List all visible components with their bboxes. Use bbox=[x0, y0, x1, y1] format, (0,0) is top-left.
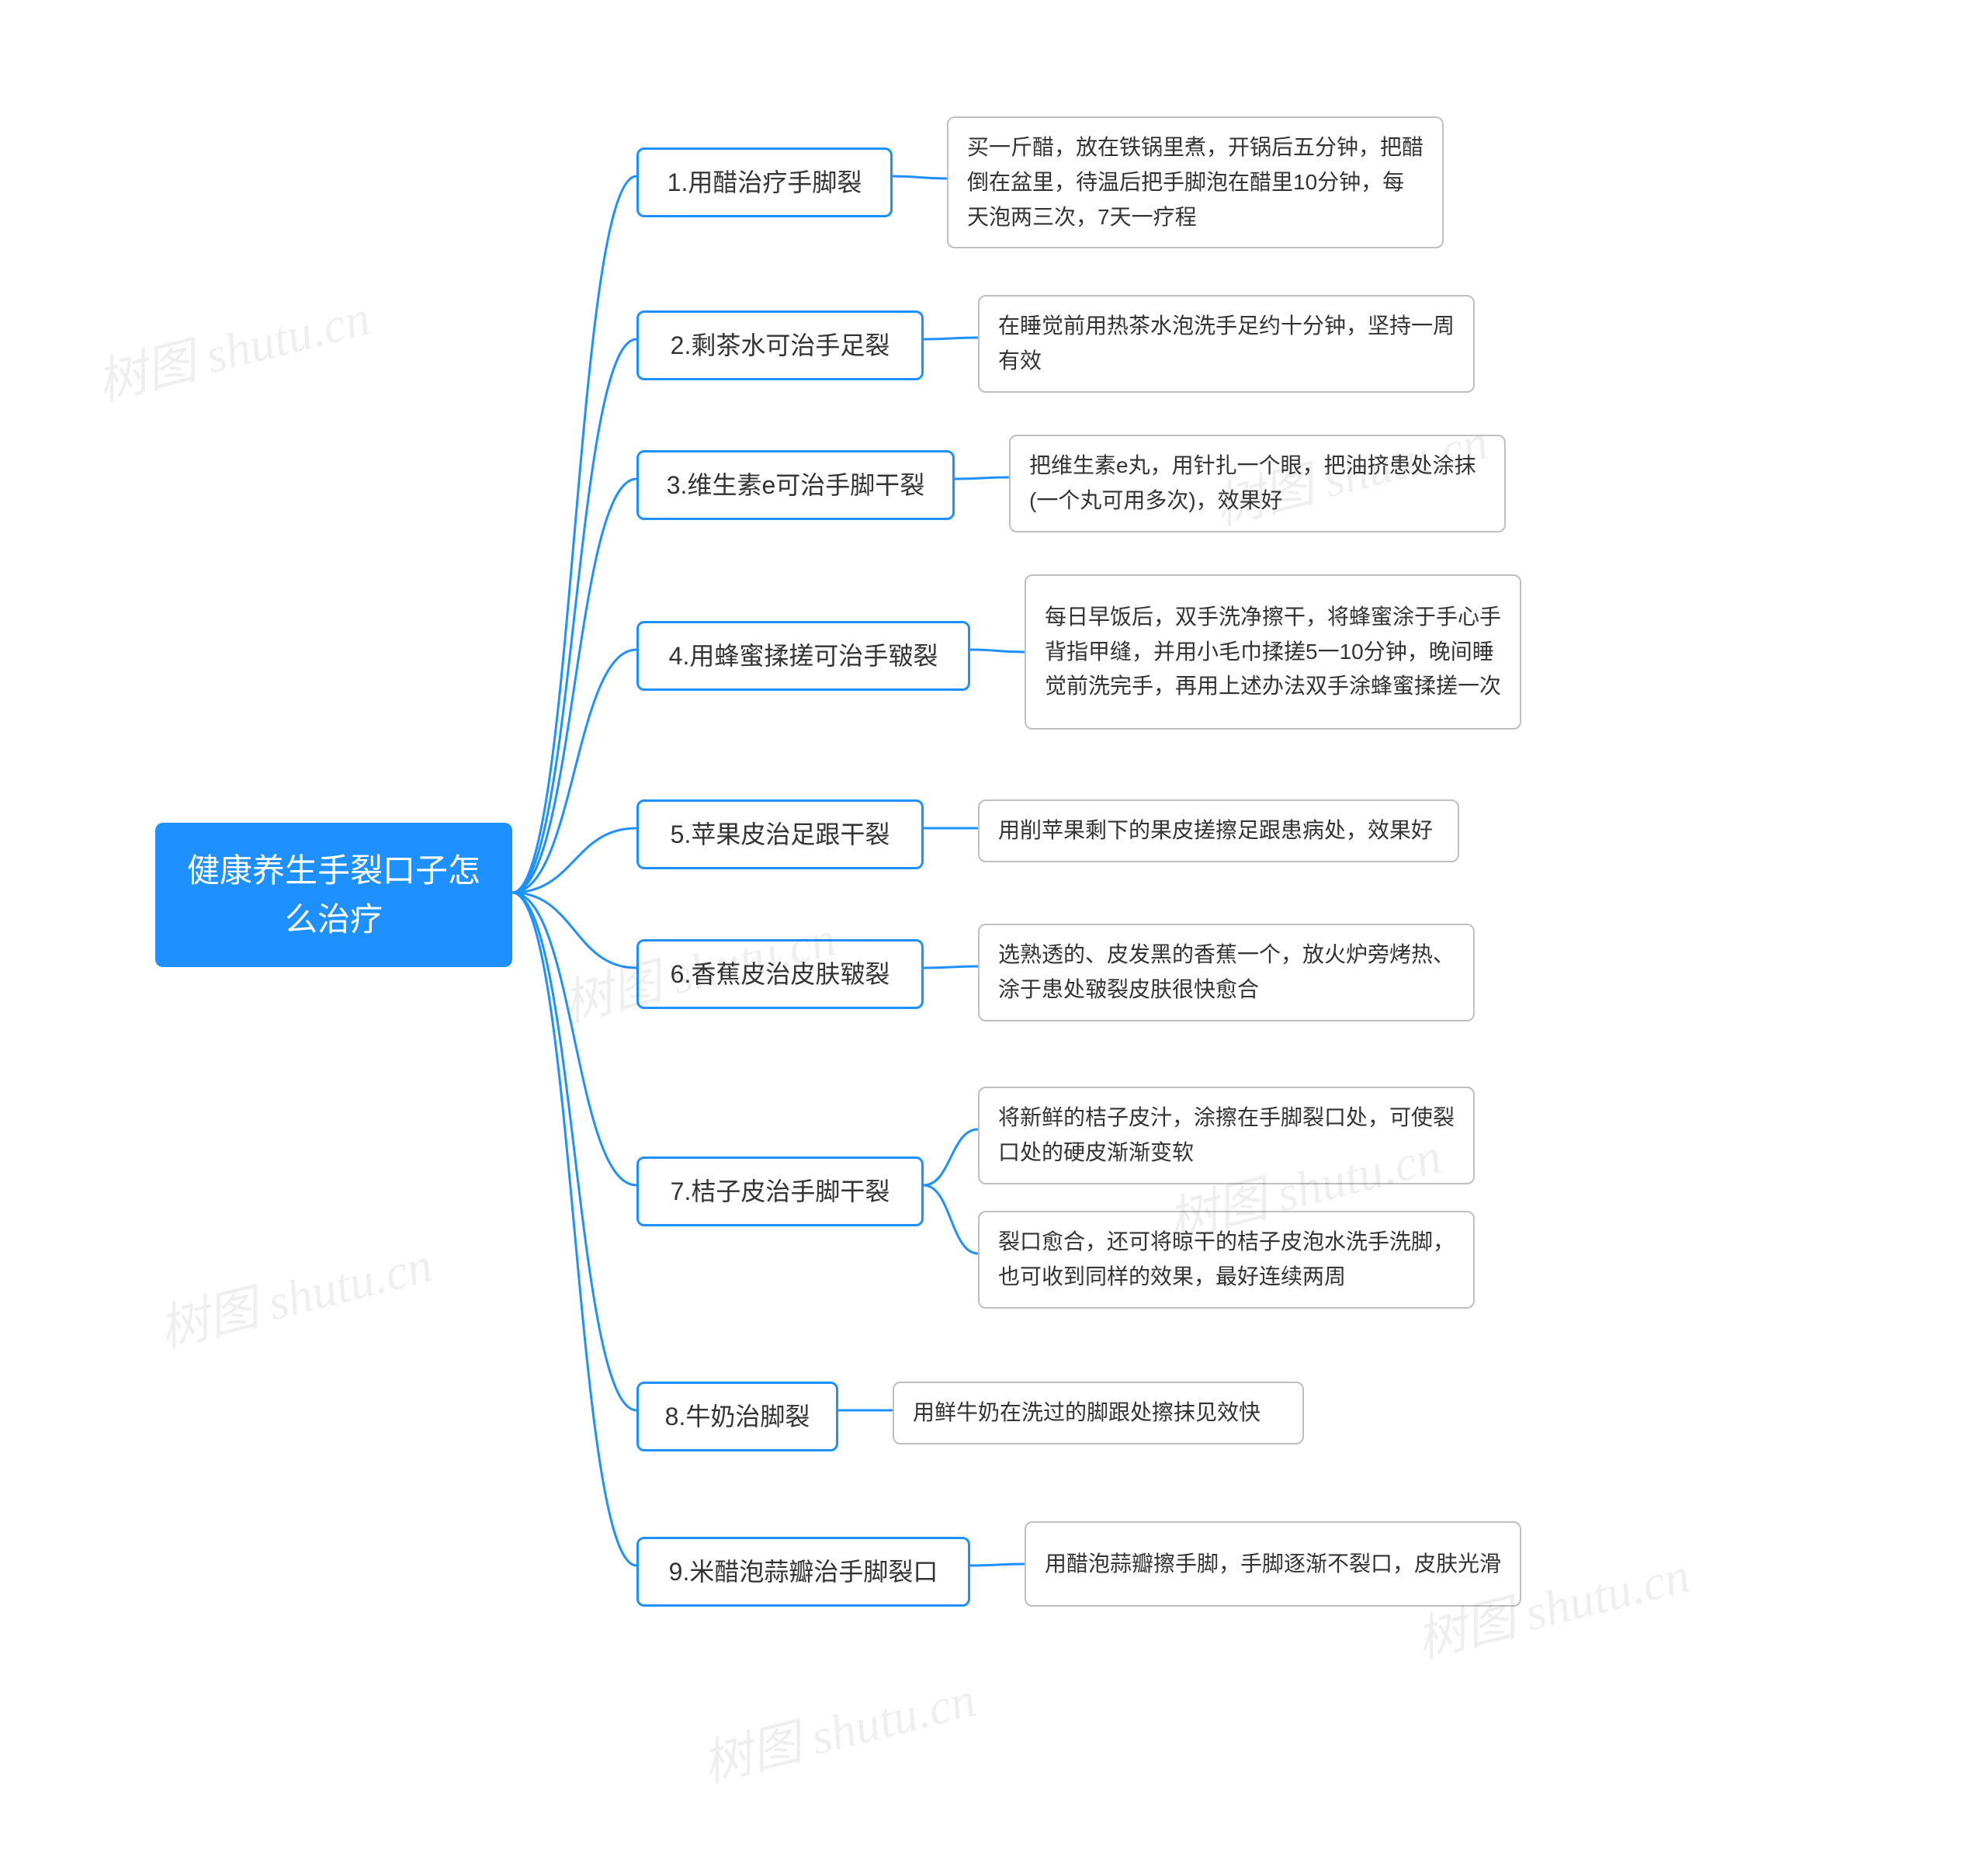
branch-2[interactable]: 2.剩茶水可治手足裂 bbox=[636, 310, 924, 380]
branch-6-label: 6.香蕉皮治皮肤皲裂 bbox=[671, 955, 890, 993]
branch-3[interactable]: 3.维生素e可治手脚干裂 bbox=[636, 450, 955, 520]
branch-1-label: 1.用醋治疗手脚裂 bbox=[668, 164, 862, 201]
branch-3-label: 3.维生素e可治手脚干裂 bbox=[667, 466, 925, 504]
leaf-5-1-label: 用削苹果剩下的果皮搓擦足跟患病处，效果好 bbox=[998, 813, 1433, 848]
leaf-2-1-label: 在睡觉前用热茶水泡洗手足约十分钟，坚持一周有效 bbox=[998, 309, 1455, 379]
watermark-text: 树图 shutu.cn bbox=[154, 1236, 438, 1358]
branch-8-label: 8.牛奶治脚裂 bbox=[665, 1398, 810, 1435]
branch-9[interactable]: 9.米醋泡蒜瓣治手脚裂口 bbox=[636, 1537, 970, 1607]
watermark-text: 树图 shutu.cn bbox=[92, 290, 376, 411]
branch-5[interactable]: 5.苹果皮治足跟干裂 bbox=[636, 799, 924, 869]
root-node-label: 健康养生手裂口子怎么治疗 bbox=[186, 846, 481, 944]
branch-1[interactable]: 1.用醋治疗手脚裂 bbox=[636, 147, 893, 217]
branch-4-label: 4.用蜂蜜揉搓可治手皲裂 bbox=[669, 637, 938, 674]
leaf-4-1[interactable]: 每日早饭后，双手洗净擦干，将蜂蜜涂于手心手背指甲缝，并用小毛巾揉搓5一10分钟，… bbox=[1025, 574, 1521, 730]
leaf-6-1-label: 选熟透的、皮发黑的香蕉一个，放火炉旁烤热、涂于患处皲裂皮肤很快愈合 bbox=[998, 938, 1455, 1007]
leaf-5-1[interactable]: 用削苹果剩下的果皮搓擦足跟患病处，效果好 bbox=[978, 799, 1459, 862]
leaf-8-1-label: 用鲜牛奶在洗过的脚跟处擦抹见效快 bbox=[913, 1396, 1261, 1430]
watermark: 树图 shutu.cn bbox=[694, 1659, 982, 1796]
watermark-text: 树图 shutu.cn bbox=[697, 1671, 981, 1792]
leaf-1-1[interactable]: 买一斤醋，放在铁锅里煮，开锅后五分钟，把醋倒在盆里，待温后把手脚泡在醋里10分钟… bbox=[947, 116, 1444, 248]
leaf-7-1[interactable]: 将新鲜的桔子皮汁，涂擦在手脚裂口处，可使裂口处的硬皮渐渐变软 bbox=[978, 1087, 1475, 1184]
leaf-7-2-label: 裂口愈合，还可将晾干的桔子皮泡水洗手洗脚，也可收到同样的效果，最好连续两周 bbox=[998, 1225, 1455, 1295]
branch-7-label: 7.桔子皮治手脚干裂 bbox=[671, 1173, 890, 1210]
leaf-3-1-label: 把维生素e丸，用针扎一个眼，把油挤患处涂抹(一个丸可用多次)，效果好 bbox=[1029, 449, 1486, 518]
branch-7[interactable]: 7.桔子皮治手脚干裂 bbox=[636, 1156, 924, 1226]
branch-4[interactable]: 4.用蜂蜜揉搓可治手皲裂 bbox=[636, 621, 970, 691]
branch-9-label: 9.米醋泡蒜瓣治手脚裂口 bbox=[669, 1553, 938, 1590]
leaf-9-1-label: 用醋泡蒜瓣擦手脚，手脚逐渐不裂口，皮肤光滑 bbox=[1045, 1547, 1501, 1582]
branch-5-label: 5.苹果皮治足跟干裂 bbox=[671, 816, 890, 853]
leaf-8-1[interactable]: 用鲜牛奶在洗过的脚跟处擦抹见效快 bbox=[893, 1382, 1304, 1444]
branch-2-label: 2.剩茶水可治手足裂 bbox=[671, 327, 890, 364]
mindmap-canvas: 健康养生手裂口子怎么治疗 1.用醋治疗手脚裂 买一斤醋，放在铁锅里煮，开锅后五分钟，… bbox=[0, 0, 1987, 1876]
leaf-6-1[interactable]: 选熟透的、皮发黑的香蕉一个，放火炉旁烤热、涂于患处皲裂皮肤很快愈合 bbox=[978, 924, 1475, 1021]
leaf-4-1-label: 每日早饭后，双手洗净擦干，将蜂蜜涂于手心手背指甲缝，并用小毛巾揉搓5一10分钟，… bbox=[1045, 600, 1501, 704]
leaf-3-1[interactable]: 把维生素e丸，用针扎一个眼，把油挤患处涂抹(一个丸可用多次)，效果好 bbox=[1009, 435, 1506, 532]
leaf-2-1[interactable]: 在睡觉前用热茶水泡洗手足约十分钟，坚持一周有效 bbox=[978, 295, 1475, 393]
branch-8[interactable]: 8.牛奶治脚裂 bbox=[636, 1382, 838, 1451]
leaf-7-1-label: 将新鲜的桔子皮汁，涂擦在手脚裂口处，可使裂口处的硬皮渐渐变软 bbox=[998, 1101, 1455, 1170]
leaf-7-2[interactable]: 裂口愈合，还可将晾干的桔子皮泡水洗手洗脚，也可收到同样的效果，最好连续两周 bbox=[978, 1211, 1475, 1309]
root-node[interactable]: 健康养生手裂口子怎么治疗 bbox=[155, 823, 512, 967]
leaf-1-1-label: 买一斤醋，放在铁锅里煮，开锅后五分钟，把醋倒在盆里，待温后把手脚泡在醋里10分钟… bbox=[967, 130, 1423, 234]
watermark: 树图 shutu.cn bbox=[151, 1225, 439, 1361]
branch-6[interactable]: 6.香蕉皮治皮肤皲裂 bbox=[636, 939, 924, 1009]
leaf-9-1[interactable]: 用醋泡蒜瓣擦手脚，手脚逐渐不裂口，皮肤光滑 bbox=[1025, 1521, 1521, 1607]
watermark: 树图 shutu.cn bbox=[88, 278, 376, 414]
